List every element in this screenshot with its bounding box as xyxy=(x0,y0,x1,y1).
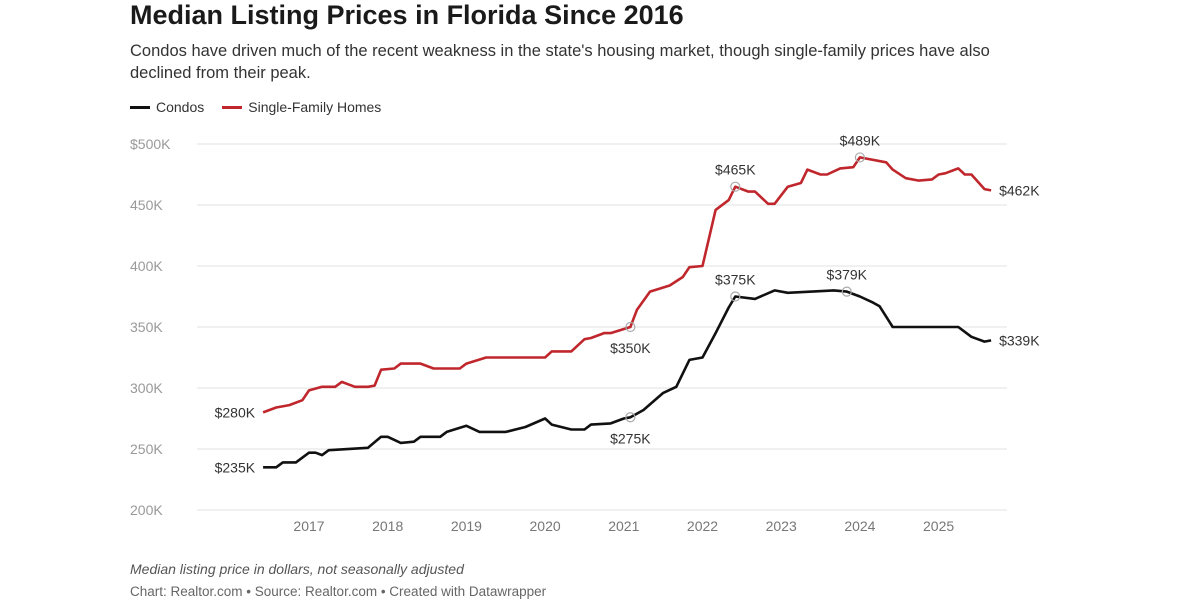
data-label: $350K xyxy=(610,340,651,356)
x-tick-label: 2024 xyxy=(844,518,875,534)
data-label: $339K xyxy=(999,332,1040,348)
data-label: $375K xyxy=(715,272,756,288)
legend-item-condos: Condos xyxy=(130,99,204,115)
x-tick-label: 2018 xyxy=(372,518,403,534)
legend-item-single-family: Single-Family Homes xyxy=(222,99,381,115)
annotation-marker xyxy=(625,412,636,423)
y-tick-label: 200K xyxy=(130,502,163,518)
legend: Condos Single-Family Homes xyxy=(130,99,381,115)
x-tick-label: 2017 xyxy=(293,518,324,534)
series-line-single-family xyxy=(262,156,992,414)
data-label: $275K xyxy=(610,430,651,446)
annotation-marker xyxy=(730,291,741,302)
data-label: $465K xyxy=(715,162,756,178)
data-label: $235K xyxy=(215,459,256,475)
data-label: $280K xyxy=(215,404,256,420)
annotation-marker xyxy=(854,152,866,163)
annotation-marker xyxy=(841,286,852,297)
chart-source: Chart: Realtor.com • Source: Realtor.com… xyxy=(130,584,547,599)
y-tick-label: 450K xyxy=(130,197,163,213)
x-tick-label: 2020 xyxy=(530,518,561,534)
legend-swatch-condos xyxy=(130,105,150,109)
y-tick-label: 300K xyxy=(130,380,163,396)
legend-label-single-family: Single-Family Homes xyxy=(248,99,382,115)
x-tick-label: 2022 xyxy=(687,518,718,534)
annotation-marker xyxy=(625,321,636,333)
annotation-marker xyxy=(730,181,741,192)
y-tick-label: 400K xyxy=(130,258,163,274)
data-label: $462K xyxy=(999,182,1040,198)
y-tick-label: 350K xyxy=(130,319,163,335)
x-tick-label: 2025 xyxy=(923,518,954,534)
x-tick-label: 2019 xyxy=(451,518,482,534)
legend-label-condos: Condos xyxy=(156,99,205,115)
legend-swatch-single-family xyxy=(222,105,243,109)
y-tick-label: $500K xyxy=(130,136,171,152)
chart-note: Median listing price in dollars, not sea… xyxy=(130,561,464,577)
x-tick-label: 2021 xyxy=(608,518,639,534)
x-tick-label: 2023 xyxy=(766,518,797,534)
data-label: $489K xyxy=(840,132,881,148)
chart-subtitle: Condos have driven much of the recent we… xyxy=(130,42,990,82)
data-label: $379K xyxy=(827,267,868,283)
y-tick-label: 250K xyxy=(130,441,163,457)
chart-title: Median Listing Prices in Florida Since 2… xyxy=(130,0,684,30)
